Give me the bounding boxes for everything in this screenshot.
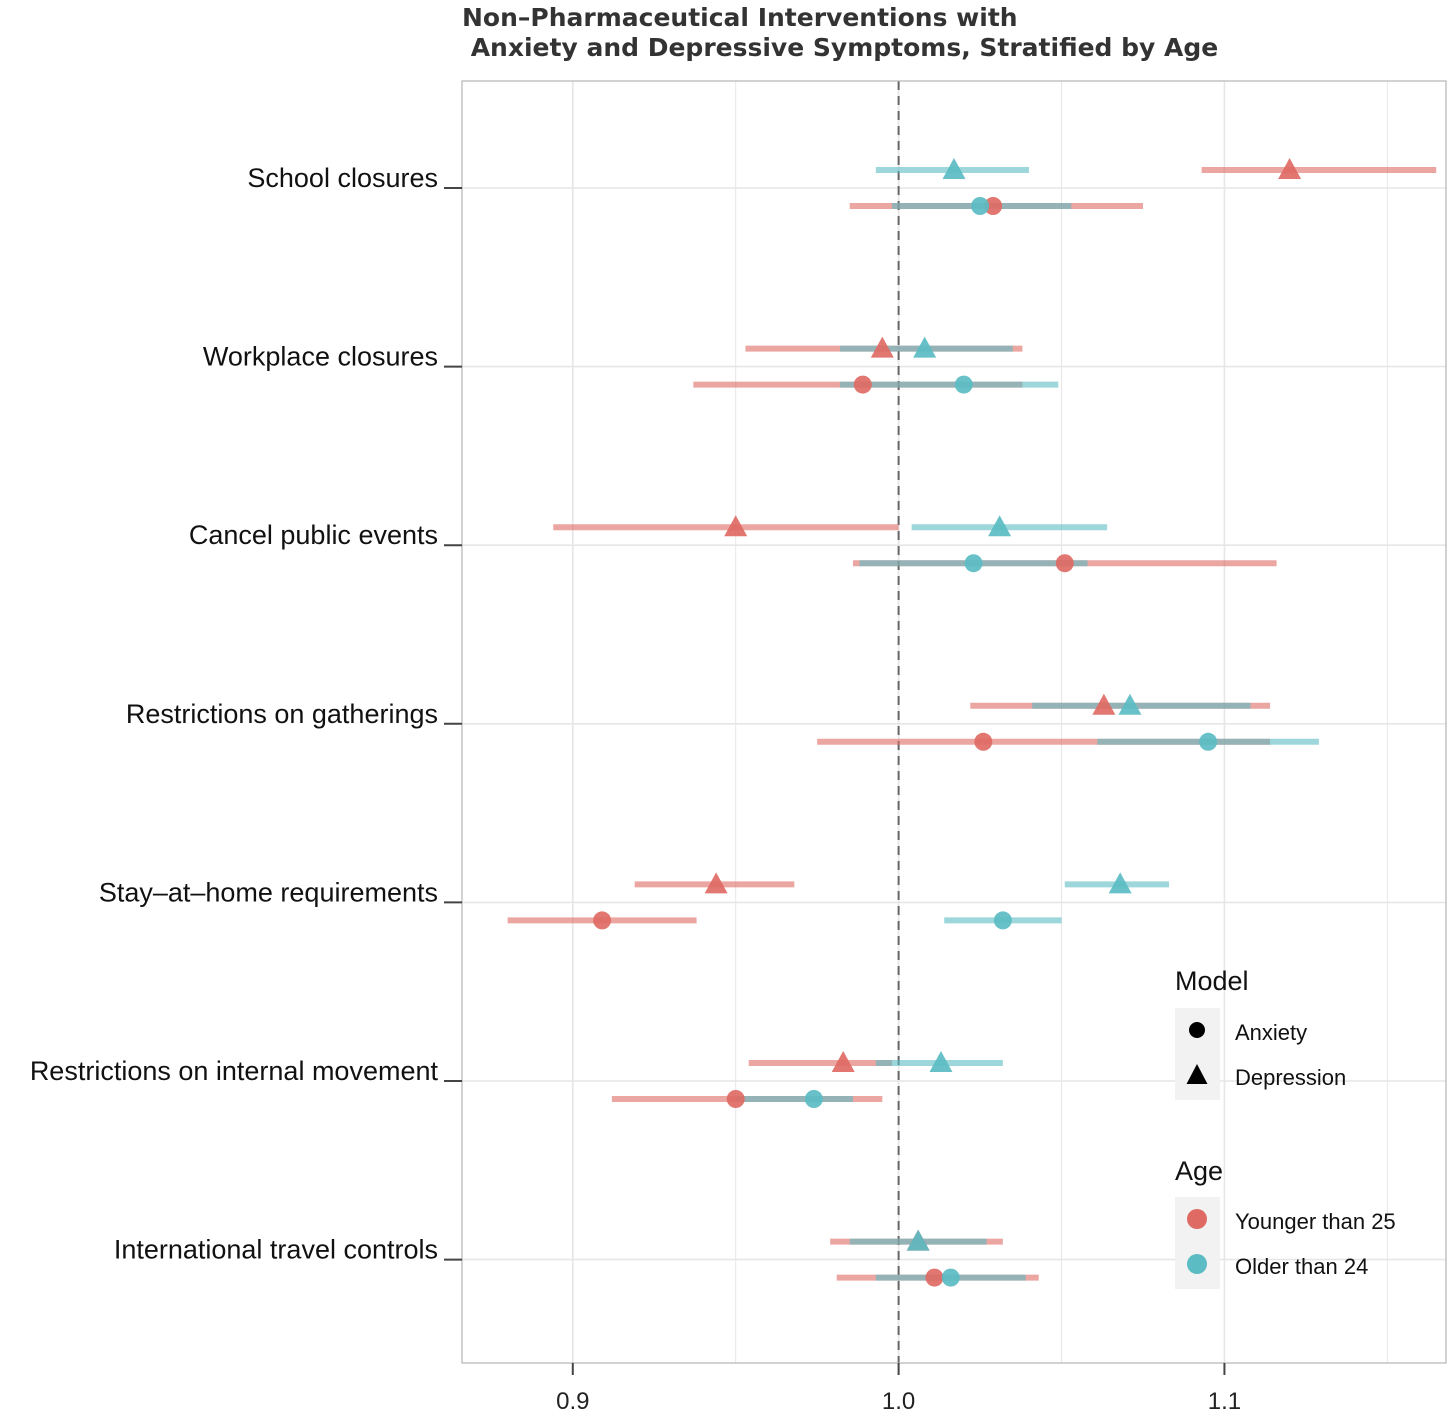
legend: Model Anxiety Depression Age Younger tha… <box>1175 966 1396 1289</box>
point-depression-older-0 <box>942 158 966 179</box>
point-depression-younger-3 <box>1092 693 1116 715</box>
point-anxiety-older-4 <box>993 911 1012 930</box>
legend-circle-icon <box>1189 1022 1205 1038</box>
point-anxiety-younger-0 <box>984 197 1003 215</box>
x-tick-label-2: 1.1 <box>1208 1388 1241 1415</box>
legend-older-swatch <box>1187 1254 1207 1274</box>
panel-border <box>461 80 1447 1364</box>
legend-model-title: Model <box>1175 966 1249 996</box>
point-anxiety-older-3 <box>1199 732 1218 751</box>
point-anxiety-younger-1 <box>853 375 872 394</box>
point-depression-younger-2 <box>724 515 748 537</box>
point-depression-older-2 <box>988 515 1012 537</box>
legend-age-title: Age <box>1175 1156 1223 1186</box>
category-label-0: School closures <box>247 163 438 193</box>
point-depression-older-1 <box>913 336 937 358</box>
point-depression-younger-1 <box>870 336 894 358</box>
legend-younger-label: Younger than 25 <box>1235 1209 1396 1234</box>
point-anxiety-older-1 <box>954 375 973 394</box>
category-label-1: Workplace closures <box>203 342 438 372</box>
grid-layer <box>462 81 1446 1363</box>
point-depression-younger-0 <box>1278 158 1302 179</box>
x-axis-ticks: 0.9 1.0 1.1 <box>556 1363 1241 1415</box>
point-depression-older-6 <box>906 1229 930 1251</box>
point-depression-older-4 <box>1108 872 1132 894</box>
point-anxiety-younger-4 <box>593 911 612 930</box>
point-anxiety-older-2 <box>964 554 983 573</box>
legend-anxiety-label: Anxiety <box>1235 1020 1307 1045</box>
category-label-6: International travel controls <box>114 1235 438 1265</box>
legend-older-label: Older than 24 <box>1235 1254 1368 1279</box>
x-tick-label-1: 1.0 <box>882 1388 915 1415</box>
legend-model-keys-bg <box>1175 1008 1220 1100</box>
point-depression-younger-4 <box>704 872 728 894</box>
point-layer <box>593 158 1302 1287</box>
legend-triangle-icon <box>1186 1064 1208 1084</box>
category-label-5: Restrictions on internal movement <box>30 1056 439 1086</box>
x-tick-label-0: 0.9 <box>556 1388 589 1415</box>
point-anxiety-younger-2 <box>1055 554 1074 573</box>
category-label-2: Cancel public events <box>189 520 438 550</box>
point-anxiety-older-6 <box>941 1268 960 1287</box>
legend-younger-swatch <box>1187 1209 1207 1229</box>
point-depression-younger-5 <box>831 1051 855 1072</box>
point-anxiety-younger-6 <box>925 1268 944 1287</box>
point-anxiety-younger-5 <box>726 1090 745 1108</box>
chart-title-line2: Anxiety and Depressive Symptoms, Stratif… <box>462 33 1218 62</box>
point-depression-older-5 <box>929 1051 953 1072</box>
legend-depression-label: Depression <box>1235 1065 1346 1090</box>
category-label-3: Restrictions on gatherings <box>126 699 438 729</box>
category-labels: School closures Workplace closures Cancel … <box>30 163 462 1265</box>
chart-title-line1: Non–Pharmaceutical Interventions with <box>462 3 1018 32</box>
point-depression-older-3 <box>1118 693 1142 715</box>
point-anxiety-older-0 <box>971 197 990 215</box>
point-anxiety-older-5 <box>804 1090 823 1108</box>
point-anxiety-younger-3 <box>974 732 993 751</box>
category-label-4: Stay–at–home requirements <box>99 877 438 907</box>
